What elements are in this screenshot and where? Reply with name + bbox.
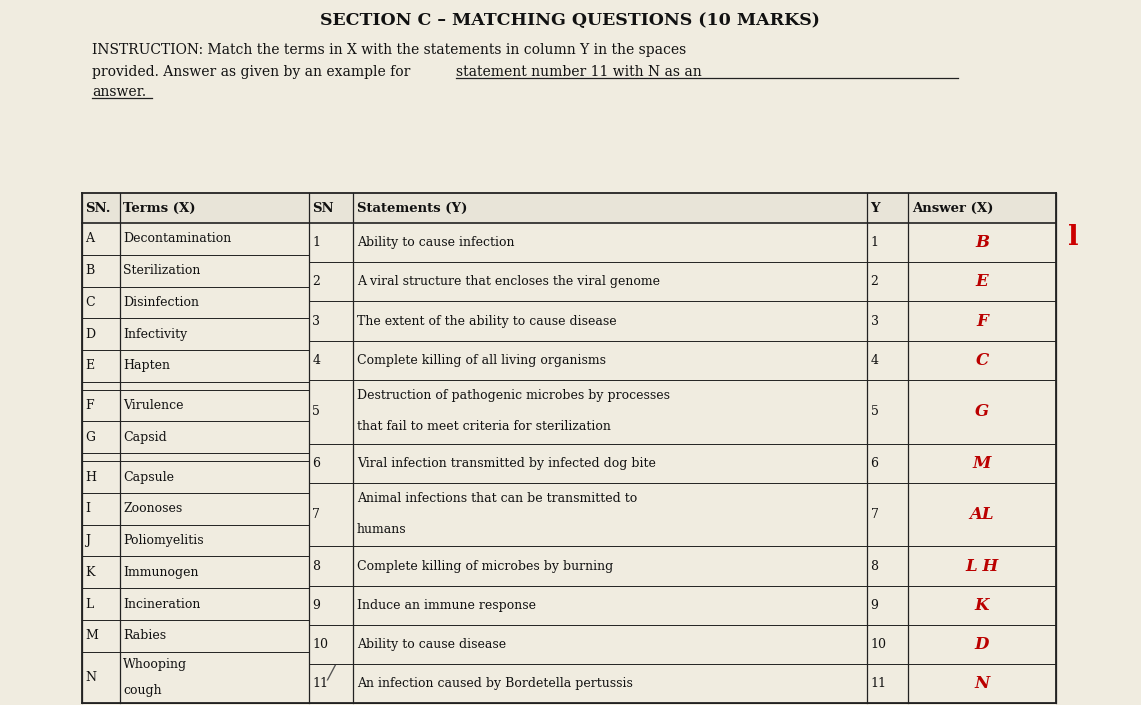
Text: 11: 11 [871, 677, 887, 690]
Text: Infectivity: Infectivity [123, 328, 187, 341]
Text: humans: humans [357, 523, 406, 537]
Text: 2: 2 [871, 276, 879, 288]
Text: F: F [86, 399, 94, 412]
Text: J: J [86, 534, 90, 547]
Text: Capsid: Capsid [123, 431, 167, 444]
Text: Viral infection transmitted by infected dog bite: Viral infection transmitted by infected … [357, 457, 656, 470]
Text: H: H [86, 470, 96, 484]
Text: Terms (X): Terms (X) [123, 202, 196, 214]
Text: E: E [86, 360, 95, 372]
Text: Destruction of pathogenic microbes by processes: Destruction of pathogenic microbes by pr… [357, 388, 670, 402]
Text: Complete killing of microbes by burning: Complete killing of microbes by burning [357, 560, 614, 572]
Text: Immunogen: Immunogen [123, 565, 199, 579]
Text: provided. Answer as given by an example for: provided. Answer as given by an example … [92, 66, 415, 79]
Text: INSTRUCTION: Match the terms in X with the statements in column Y in the spaces: INSTRUCTION: Match the terms in X with t… [92, 44, 687, 57]
Text: 9: 9 [871, 599, 879, 612]
Text: Whooping: Whooping [123, 658, 187, 671]
Text: 8: 8 [313, 560, 321, 572]
Text: 5: 5 [313, 405, 321, 418]
Text: 4: 4 [871, 354, 879, 367]
Text: Decontamination: Decontamination [123, 233, 232, 245]
Text: 6: 6 [313, 457, 321, 470]
Text: 7: 7 [871, 508, 879, 521]
Text: Capsule: Capsule [123, 470, 175, 484]
Text: C: C [86, 296, 95, 309]
Text: G: G [974, 403, 989, 420]
Text: F: F [976, 312, 988, 329]
Text: Ability to cause infection: Ability to cause infection [357, 236, 515, 249]
Text: M: M [86, 630, 98, 642]
Text: that fail to meet criteria for sterilization: that fail to meet criteria for steriliza… [357, 420, 610, 434]
Text: 11: 11 [313, 677, 329, 690]
Text: Sterilization: Sterilization [123, 264, 201, 277]
Text: Y: Y [871, 202, 880, 214]
Text: Hapten: Hapten [123, 360, 170, 372]
Text: 1: 1 [871, 236, 879, 249]
Text: /: / [327, 664, 334, 682]
Text: N: N [974, 675, 989, 692]
Text: B: B [86, 264, 95, 277]
Text: 1: 1 [313, 236, 321, 249]
Text: statement number 11 with N as an: statement number 11 with N as an [455, 66, 702, 79]
Text: N: N [86, 671, 96, 684]
Text: SN: SN [313, 202, 334, 214]
Text: The extent of the ability to cause disease: The extent of the ability to cause disea… [357, 314, 616, 328]
Text: 9: 9 [313, 599, 321, 612]
Text: answer.: answer. [92, 85, 146, 99]
Text: D: D [974, 636, 989, 653]
Text: Animal infections that can be transmitted to: Animal infections that can be transmitte… [357, 491, 638, 505]
Text: cough: cough [123, 684, 162, 697]
Text: Statements (Y): Statements (Y) [357, 202, 468, 214]
Text: Rabies: Rabies [123, 630, 167, 642]
Text: A viral structure that encloses the viral genome: A viral structure that encloses the vira… [357, 276, 659, 288]
Text: D: D [86, 328, 96, 341]
Text: Disinfection: Disinfection [123, 296, 200, 309]
Text: A: A [86, 233, 95, 245]
Text: I: I [86, 502, 90, 515]
Text: K: K [86, 565, 95, 579]
Text: AL: AL [970, 506, 994, 523]
Text: Virulence: Virulence [123, 399, 184, 412]
Text: 5: 5 [871, 405, 879, 418]
Text: M: M [973, 455, 992, 472]
Text: Zoonoses: Zoonoses [123, 502, 183, 515]
Text: 7: 7 [313, 508, 321, 521]
Text: Induce an immune response: Induce an immune response [357, 599, 536, 612]
Text: SECTION C – MATCHING QUESTIONS (10 MARKS): SECTION C – MATCHING QUESTIONS (10 MARKS… [321, 12, 820, 29]
Text: G: G [86, 431, 96, 444]
Text: 10: 10 [871, 638, 887, 651]
Text: B: B [976, 234, 989, 251]
Text: SN.: SN. [86, 202, 111, 214]
Text: 3: 3 [871, 314, 879, 328]
Bar [82, 193, 1055, 223]
Text: An infection caused by Bordetella pertussis: An infection caused by Bordetella pertus… [357, 677, 633, 690]
Text: C: C [976, 352, 988, 369]
Text: Ability to cause disease: Ability to cause disease [357, 638, 507, 651]
Text: L H: L H [965, 558, 998, 575]
Text: Incineration: Incineration [123, 598, 201, 611]
Text: 3: 3 [313, 314, 321, 328]
Text: 4: 4 [313, 354, 321, 367]
Text: E: E [976, 274, 988, 290]
Text: 2: 2 [313, 276, 321, 288]
Text: 10: 10 [313, 638, 329, 651]
Text: l: l [1068, 224, 1079, 252]
Text: K: K [974, 596, 989, 614]
Text: 6: 6 [871, 457, 879, 470]
Text: 8: 8 [871, 560, 879, 572]
Text: Answer (X): Answer (X) [913, 202, 994, 214]
Text: Poliomyelitis: Poliomyelitis [123, 534, 204, 547]
Text: Complete killing of all living organisms: Complete killing of all living organisms [357, 354, 606, 367]
Text: L: L [86, 598, 94, 611]
